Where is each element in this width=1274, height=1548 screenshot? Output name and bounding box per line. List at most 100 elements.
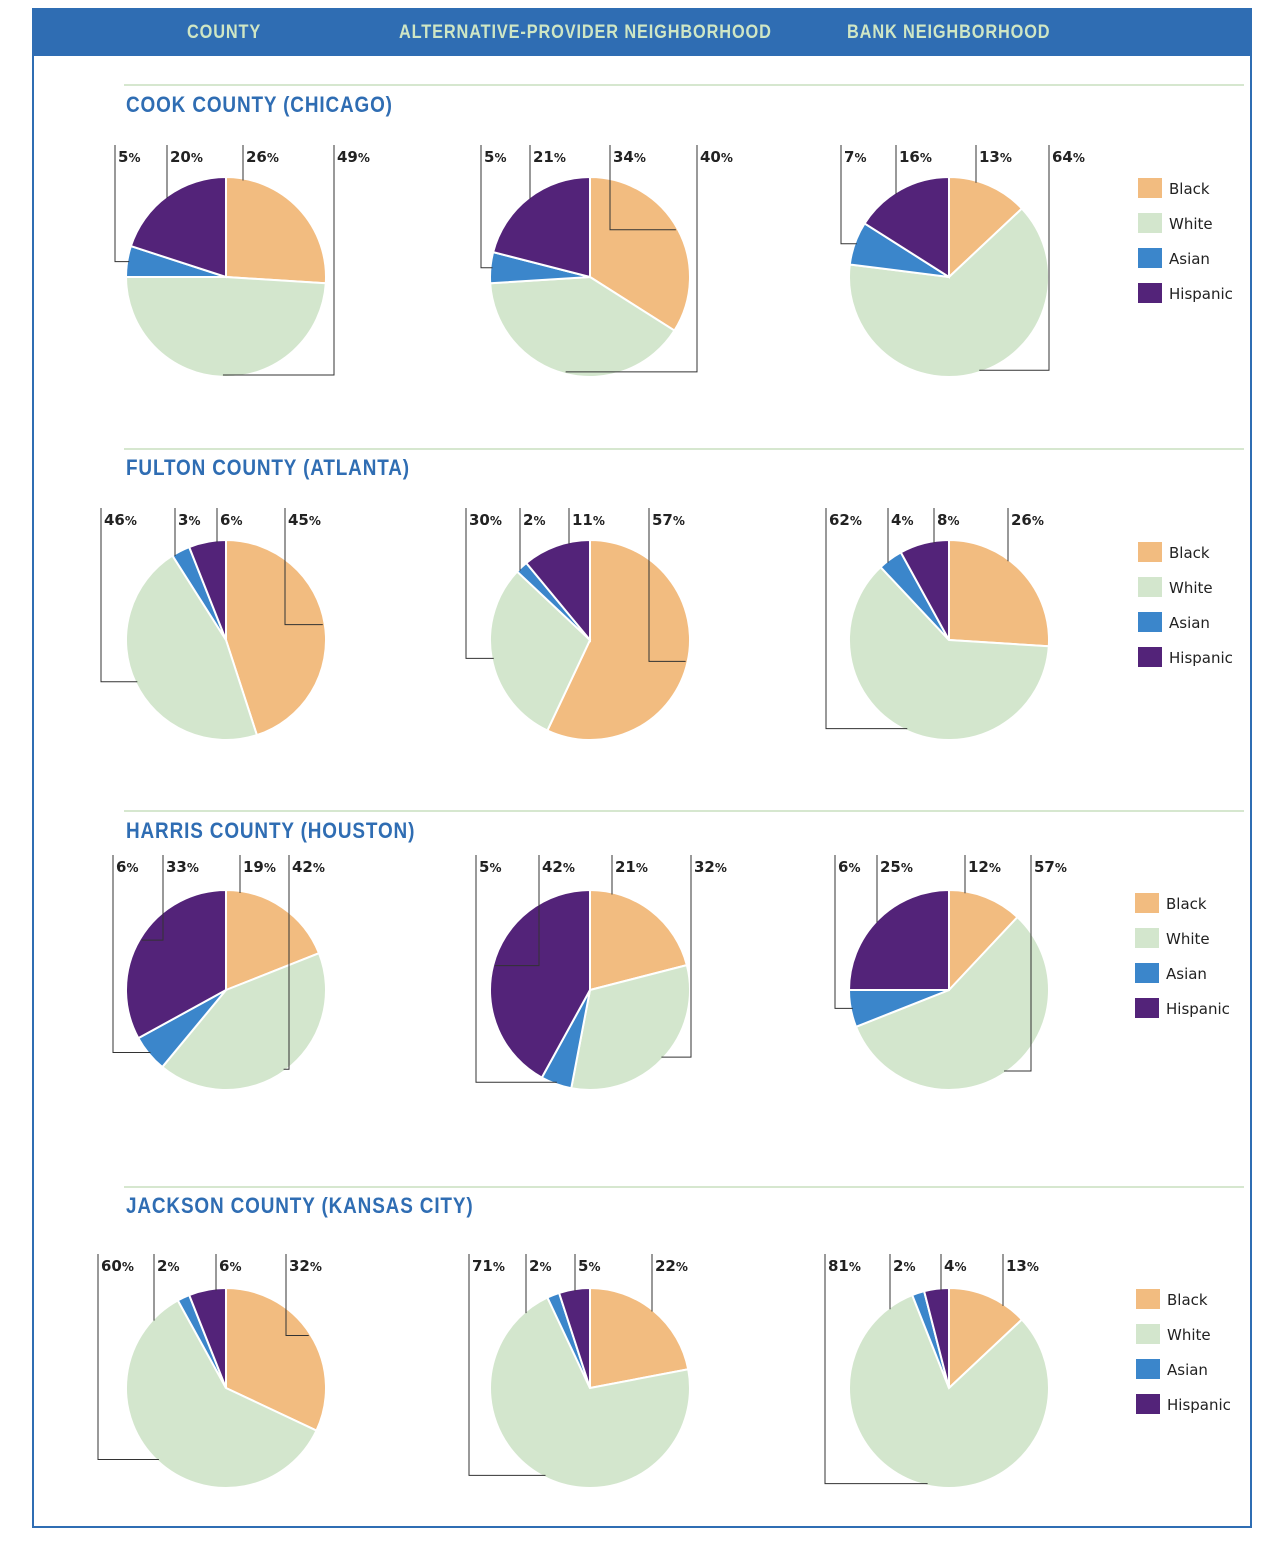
- legend-label-hispanic: Hispanic: [1167, 1396, 1231, 1414]
- legend-label-black: Black: [1169, 180, 1210, 198]
- data-label-hispanic: 4%: [944, 1257, 966, 1275]
- leader-line-white: [100, 508, 138, 683]
- legend-2: Black White Asian Hispanic: [1135, 893, 1230, 1018]
- data-label-white: 57%: [1034, 858, 1067, 876]
- data-label-asian: 5%: [484, 148, 506, 166]
- data-label-white: 30%: [469, 511, 502, 529]
- leader-line-hispanic: [141, 855, 164, 941]
- slice-white: [124, 276, 327, 378]
- leader-line-white: [1004, 855, 1032, 1072]
- legend-swatch-white: [1138, 213, 1162, 233]
- header-county: COUNTY: [187, 22, 262, 43]
- legend-0: Black White Asian Hispanic: [1138, 178, 1233, 303]
- slice-black: [948, 888, 1019, 993]
- data-label-hispanic: 16%: [899, 148, 932, 166]
- pie-0-0: 26% 49% 5% 20%: [114, 145, 370, 378]
- slice-hispanic: [524, 538, 591, 643]
- header-bank: BANK NEIGHBORHOOD: [847, 22, 1051, 43]
- slice-hispanic: [863, 175, 950, 279]
- data-label-white: 64%: [1052, 148, 1085, 166]
- legend-swatch-hispanic: [1138, 283, 1162, 303]
- slice-white: [848, 1293, 1050, 1489]
- column-header-bar: COUNTY ALTERNATIVE-PROVIDER NEIGHBORHOOD…: [32, 8, 1252, 56]
- pie-0-1: 34% 40% 5% 21%: [480, 145, 733, 378]
- slice-black: [948, 175, 1024, 280]
- slice-hispanic: [488, 888, 591, 1079]
- legend-label-white: White: [1166, 930, 1210, 948]
- leader-line-white: [824, 1254, 928, 1485]
- data-label-hispanic: 33%: [166, 858, 199, 876]
- section-title-cook: COOK COUNTY (CHICAGO): [126, 92, 393, 117]
- leader-line-asian: [840, 145, 857, 245]
- legend-3: Black White Asian Hispanic: [1136, 1289, 1231, 1414]
- data-label-white: 49%: [337, 148, 370, 166]
- slice-hispanic: [847, 888, 950, 991]
- data-label-black: 22%: [655, 1257, 688, 1275]
- data-label-hispanic: 42%: [542, 858, 575, 876]
- data-label-asian: 2%: [523, 511, 545, 529]
- data-label-black: 21%: [615, 858, 648, 876]
- data-label-hispanic: 21%: [533, 148, 566, 166]
- legend-label-hispanic: Hispanic: [1169, 649, 1233, 667]
- section-rule-jackson: [124, 1186, 1244, 1188]
- data-label-black: 57%: [652, 511, 685, 529]
- slice-white: [489, 1296, 691, 1489]
- legend-swatch-hispanic: [1135, 998, 1159, 1018]
- leader-line-black: [609, 145, 676, 231]
- data-label-asian: 2%: [893, 1257, 915, 1275]
- legend-swatch-black: [1135, 893, 1159, 913]
- data-label-hispanic: 5%: [578, 1257, 600, 1275]
- data-label-black: 34%: [613, 148, 646, 166]
- data-label-white: 40%: [700, 148, 733, 166]
- slice-black: [546, 538, 691, 741]
- slice-white: [848, 565, 1050, 741]
- leader-line-black: [284, 508, 323, 626]
- leader-line-white: [465, 508, 494, 659]
- leader-line-asian: [480, 145, 493, 269]
- legend-swatch-asian: [1136, 1359, 1160, 1379]
- slice-hispanic: [125, 888, 227, 1040]
- data-label-black: 12%: [968, 858, 1001, 876]
- data-label-black: 13%: [1006, 1257, 1039, 1275]
- section-title-jackson: JACKSON COUNTY (KANSAS CITY): [126, 1193, 474, 1218]
- slice-hispanic: [187, 538, 227, 641]
- header-alternative-provider: ALTERNATIVE-PROVIDER NEIGHBORHOOD: [399, 22, 772, 43]
- pie-1-2: 26% 62% 4% 8%: [825, 508, 1050, 741]
- legend-swatch-asian: [1135, 963, 1159, 983]
- data-label-asian: 6%: [116, 858, 138, 876]
- legend-label-black: Black: [1169, 544, 1210, 562]
- data-label-white: 46%: [104, 511, 137, 529]
- legend-label-hispanic: Hispanic: [1169, 285, 1233, 303]
- legend-swatch-white: [1135, 928, 1159, 948]
- slice-hispanic: [557, 1286, 591, 1389]
- data-label-hispanic: 6%: [220, 511, 242, 529]
- leader-line-white: [661, 855, 692, 1058]
- data-label-white: 60%: [101, 1257, 134, 1275]
- data-label-white: 42%: [292, 858, 325, 876]
- leader-line-white: [979, 145, 1050, 371]
- leader-line-black: [648, 508, 686, 662]
- legend-swatch-asian: [1138, 612, 1162, 632]
- slice-black: [225, 538, 328, 737]
- slice-hispanic: [187, 1286, 227, 1389]
- leader-line-asian: [114, 145, 130, 263]
- data-label-hispanic: 20%: [170, 148, 203, 166]
- data-label-asian: 4%: [891, 511, 913, 529]
- leader-line-hispanic: [495, 855, 540, 967]
- data-label-white: 32%: [694, 858, 727, 876]
- data-label-hispanic: 8%: [937, 511, 959, 529]
- leader-line-white: [468, 1254, 546, 1476]
- data-label-hispanic: 25%: [880, 858, 913, 876]
- slice-black: [948, 538, 1050, 648]
- legend-label-asian: Asian: [1169, 250, 1210, 268]
- leader-line-white: [283, 855, 290, 1070]
- data-label-hispanic: 6%: [219, 1257, 241, 1275]
- legend-swatch-white: [1138, 577, 1162, 597]
- legend-label-white: White: [1167, 1326, 1211, 1344]
- section-rule-harris: [124, 810, 1244, 812]
- legend-label-black: Black: [1167, 1291, 1208, 1309]
- data-label-black: 45%: [288, 511, 321, 529]
- leader-line-white: [825, 508, 908, 730]
- leader-line-black: [285, 1254, 309, 1336]
